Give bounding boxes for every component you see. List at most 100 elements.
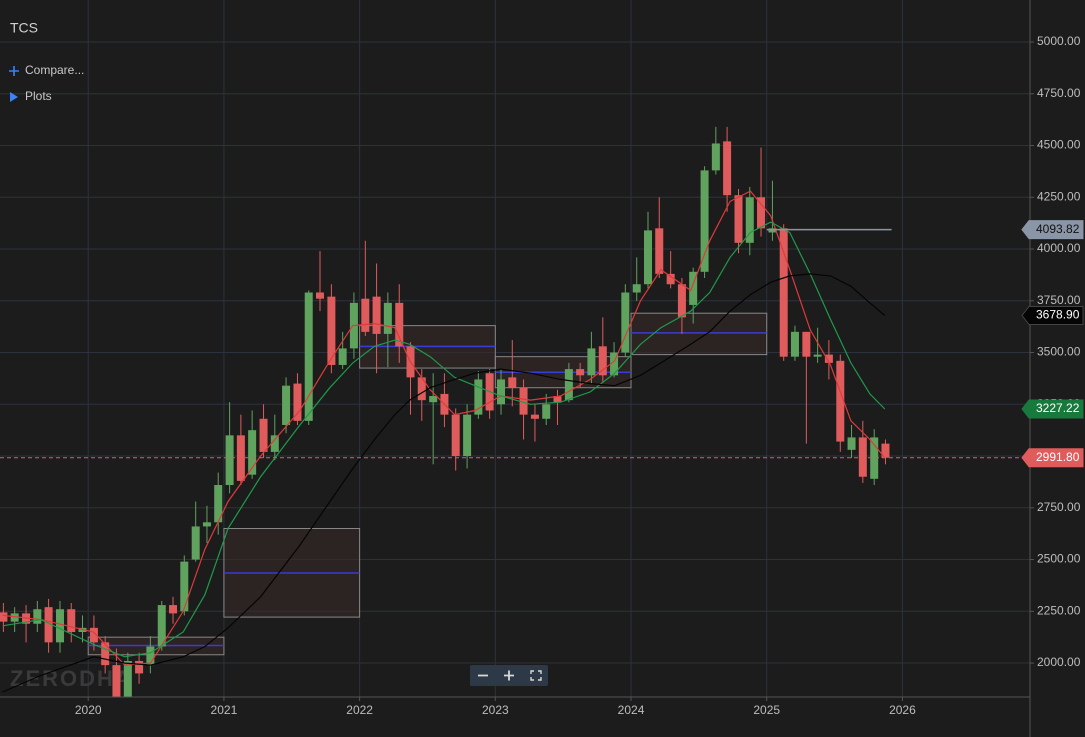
candle-body (564, 369, 573, 401)
candle-body (315, 292, 324, 299)
compare-button[interactable]: Compare... (9, 63, 84, 77)
price-badge-label: 3678.90 (1036, 308, 1080, 322)
candle-body (429, 396, 438, 403)
candle-body (768, 228, 777, 233)
candle-body (33, 609, 42, 624)
candle-body (576, 369, 585, 376)
zoom-controls (470, 665, 548, 686)
y-tick-label: 4250.00 (1037, 189, 1081, 203)
candle-body (157, 605, 166, 647)
candle-body (474, 379, 483, 415)
zoom-in[interactable] (504, 670, 514, 681)
candle-body (191, 526, 200, 560)
price-badge-label: 2991.80 (1036, 450, 1080, 464)
fullscreen[interactable] (530, 670, 542, 681)
x-tick-label: 2024 (618, 703, 645, 717)
candle-body (508, 377, 517, 388)
candle-body (112, 665, 121, 697)
candle-body (214, 485, 223, 523)
candle-body (836, 360, 845, 442)
x-tick-label: 2023 (482, 703, 509, 717)
x-tick-label: 2021 (211, 703, 238, 717)
plots-button[interactable]: Plots (10, 89, 52, 103)
candle-body (44, 607, 53, 643)
indicator-line (2, 221, 886, 658)
y-tick-label: 2250.00 (1037, 603, 1081, 617)
candle-body (858, 437, 867, 477)
candle-body (711, 143, 720, 171)
candle-body (587, 348, 596, 376)
candle-body (847, 437, 856, 450)
candle-body (689, 271, 698, 305)
indicator-line (2, 273, 886, 693)
candle-body (451, 414, 460, 457)
y-tick-label: 2750.00 (1037, 500, 1081, 514)
price-badge (1021, 306, 1084, 326)
candle-body (304, 292, 313, 421)
candle-body (463, 414, 472, 457)
y-tick-label: 3500.00 (1037, 345, 1081, 359)
candle-body (169, 605, 178, 614)
candle-body (734, 195, 743, 243)
y-tick-label: 4500.00 (1037, 138, 1081, 152)
candle-body (497, 379, 506, 405)
x-tick-label: 2025 (753, 703, 780, 717)
candle-body (655, 228, 664, 274)
candle-body (395, 302, 404, 347)
candle-body (293, 383, 302, 421)
candle-body (123, 660, 132, 697)
candle-body (881, 443, 890, 458)
compare-label[interactable]: Compare... (25, 63, 84, 77)
candle-body (248, 430, 257, 475)
candle-body (338, 348, 347, 365)
candle-body (610, 352, 619, 376)
price-badge-label: 3227.22 (1036, 401, 1080, 415)
candle-body (519, 387, 528, 415)
candle-body (327, 296, 336, 365)
candle-body (677, 284, 686, 318)
candle-body (632, 284, 641, 293)
candle-body (757, 197, 766, 229)
y-tick-label: 5000.00 (1037, 34, 1081, 48)
price-badge (1021, 448, 1084, 468)
candle-body (89, 627, 98, 643)
candle-body (553, 396, 562, 403)
candle-body (417, 377, 426, 401)
y-tick-label: 2000.00 (1037, 655, 1081, 669)
y-tick-label: 4750.00 (1037, 86, 1081, 100)
triangle-icon (10, 92, 18, 102)
watermark: ZERODHA (10, 666, 133, 691)
zone (630, 312, 768, 356)
candle-body (723, 141, 732, 196)
candle-body (824, 354, 833, 363)
candle-body (282, 385, 291, 425)
x-tick-label: 2026 (889, 703, 916, 717)
candle-body (55, 609, 64, 643)
candle-body (270, 435, 279, 452)
candle-body (0, 612, 8, 622)
candle-body (180, 561, 189, 612)
plots-label[interactable]: Plots (25, 89, 52, 103)
price-badge-label: 4093.82 (1036, 222, 1080, 236)
x-tick-label: 2022 (346, 703, 373, 717)
candle-body (146, 646, 155, 666)
candle-body (225, 435, 234, 486)
chart-title: TCS (10, 20, 38, 36)
candle-body (530, 414, 539, 419)
candle-body (259, 418, 268, 452)
price-badge (1021, 220, 1084, 240)
grid (0, 0, 1030, 697)
candle-body (779, 228, 788, 357)
candle-body (542, 404, 551, 419)
price-badge (1021, 399, 1084, 419)
candle-body (700, 170, 709, 272)
candle-body (67, 609, 76, 632)
y-tick-label: 2500.00 (1037, 552, 1081, 566)
candle-body (361, 298, 370, 332)
candle-body (101, 642, 110, 666)
candle-body (813, 354, 822, 357)
x-tick-label: 2020 (75, 703, 102, 717)
candle-body (621, 292, 630, 353)
